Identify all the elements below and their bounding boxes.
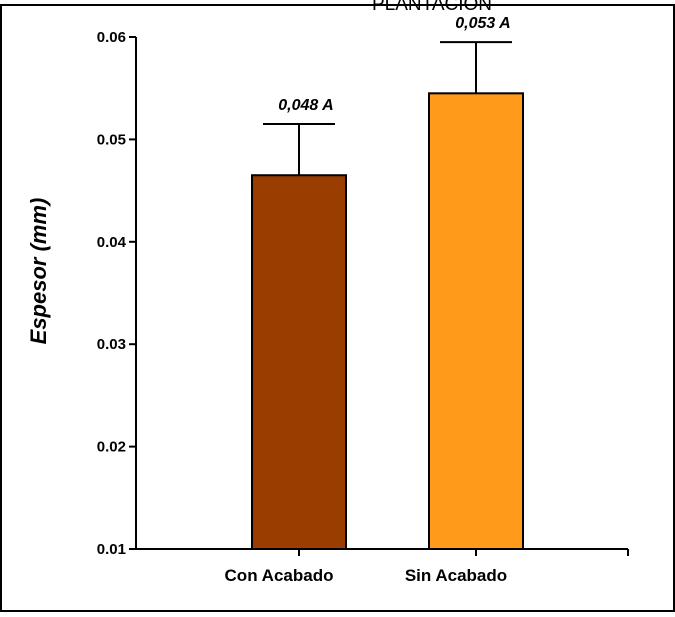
data-label: 0,048 A: [278, 97, 333, 114]
y-tick-label: 0.04: [97, 234, 127, 251]
x-tick-label: Con Acabado: [225, 566, 334, 585]
x-tick-label: Sin Acabado: [405, 566, 507, 585]
data-label: 0,053 A: [455, 15, 510, 32]
y-tick-label: 0.06: [97, 29, 126, 46]
chart-title: PLANTACIÓN: [372, 0, 492, 15]
y-tick-label: 0.01: [97, 541, 126, 558]
bar-con-acabado: [251, 174, 347, 551]
y-tick-label: 0.02: [97, 439, 126, 456]
bars: [251, 41, 524, 556]
chart-border: [0, 4, 675, 612]
data-labels: Con Acabado 0,048 A Sin Acabado 0,053 A: [225, 15, 511, 585]
bar-sin-acabado: [428, 92, 524, 550]
y-tick-label: 0.05: [97, 131, 126, 148]
y-tick-label: 0.03: [97, 336, 126, 353]
y-axis-label: Espesor (mm): [26, 198, 51, 345]
y-axis: 0.01 0.02 0.03 0.04 0.05 0.06: [97, 29, 629, 558]
